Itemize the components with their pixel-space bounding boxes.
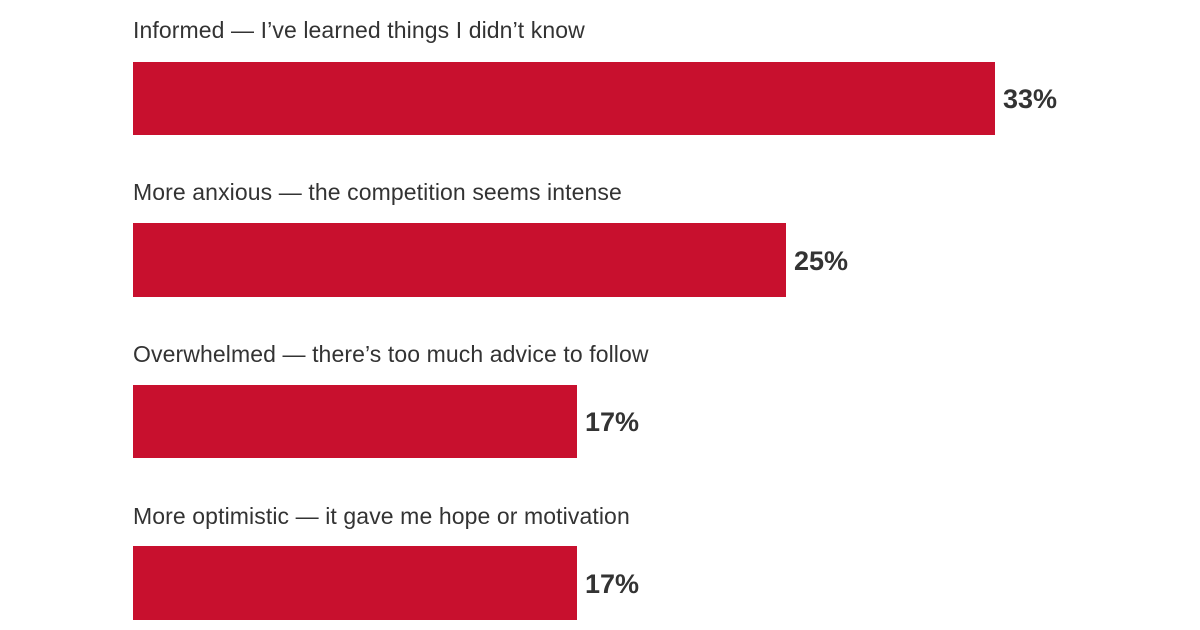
category-label: Overwhelmed — there’s too much advice to… bbox=[133, 341, 649, 367]
category-label: More anxious — the competition seems int… bbox=[133, 179, 622, 205]
value-label: 17% bbox=[585, 407, 640, 437]
value-label: 17% bbox=[585, 569, 640, 599]
value-label: 25% bbox=[794, 246, 849, 276]
category-label: Informed — I’ve learned things I didn’t … bbox=[133, 17, 585, 43]
bar bbox=[133, 62, 995, 135]
value-label: 33% bbox=[1003, 84, 1058, 114]
bar bbox=[133, 385, 577, 458]
bar bbox=[133, 546, 577, 620]
bar bbox=[133, 223, 786, 297]
category-label: More optimistic — it gave me hope or mot… bbox=[133, 503, 630, 529]
